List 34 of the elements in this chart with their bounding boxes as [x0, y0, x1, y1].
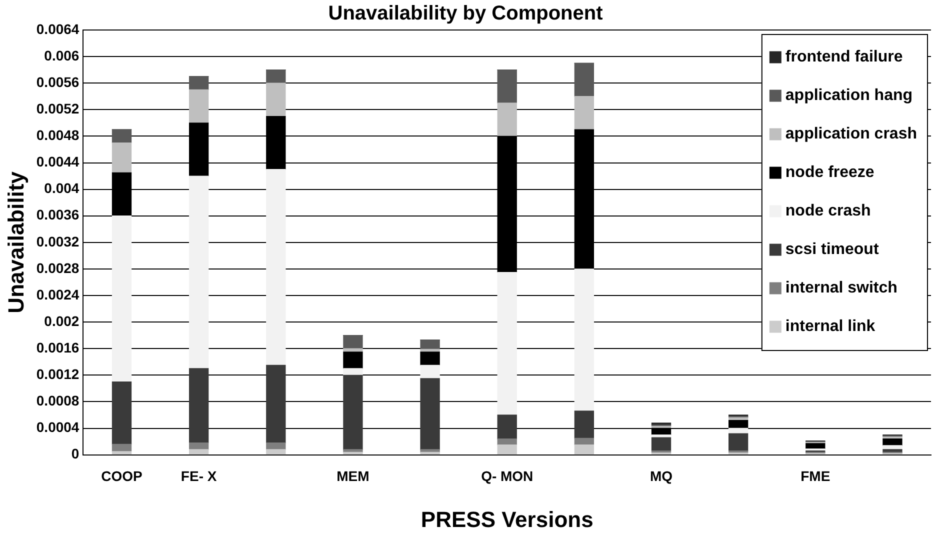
x-axis-title: PRESS Versions	[420, 506, 594, 532]
x-tick-label: FE- X	[180, 468, 218, 484]
legend-label: frontend failure	[785, 48, 903, 66]
y-tick-label: 0.0008	[36, 392, 80, 409]
y-tick-label: 0.0052	[36, 100, 80, 117]
y-tick-label: 0.0044	[36, 154, 80, 170]
chart-title: Unavailability by Component	[328, 2, 604, 25]
y-tick-label: 0.004	[44, 180, 80, 196]
y-tick-label: 0.006	[44, 47, 80, 64]
y-tick-label: 0.0028	[36, 260, 80, 276]
x-tick-label: Q- MON	[481, 468, 534, 484]
y-tick-label: 0.0024	[36, 286, 80, 302]
y-tick-label: 0.0012	[36, 366, 80, 382]
y-tick-label: 0.0048	[36, 127, 80, 144]
y-tick-label: 0.0056	[36, 74, 80, 90]
legend-label: application crash	[785, 126, 917, 143]
y-tick-label: 0.002	[44, 312, 80, 329]
legend-label: scsi timeout	[785, 241, 880, 258]
y-tick-label: 0.0032	[36, 233, 80, 250]
x-tick-label: MEM	[336, 468, 370, 484]
x-tick-label: COOP	[101, 468, 142, 484]
y-tick-label: 0.0016	[36, 339, 80, 356]
legend-label: application hang	[785, 87, 913, 104]
y-axis-title: Unavailability	[3, 170, 28, 314]
y-tick-label: 0.0064	[36, 20, 80, 37]
legend-label: internal switch	[785, 280, 898, 297]
x-tick-label: FME	[800, 468, 830, 484]
legend-label: node freeze	[785, 164, 874, 182]
x-tick-label: MQ	[650, 468, 673, 484]
y-tick-label: 0.0004	[36, 419, 80, 436]
legend-label: node crash	[785, 202, 871, 220]
y-tick-label: 0.0036	[36, 206, 80, 223]
y-tick-label: 0	[71, 446, 80, 462]
legend-label: internal link	[785, 318, 876, 336]
